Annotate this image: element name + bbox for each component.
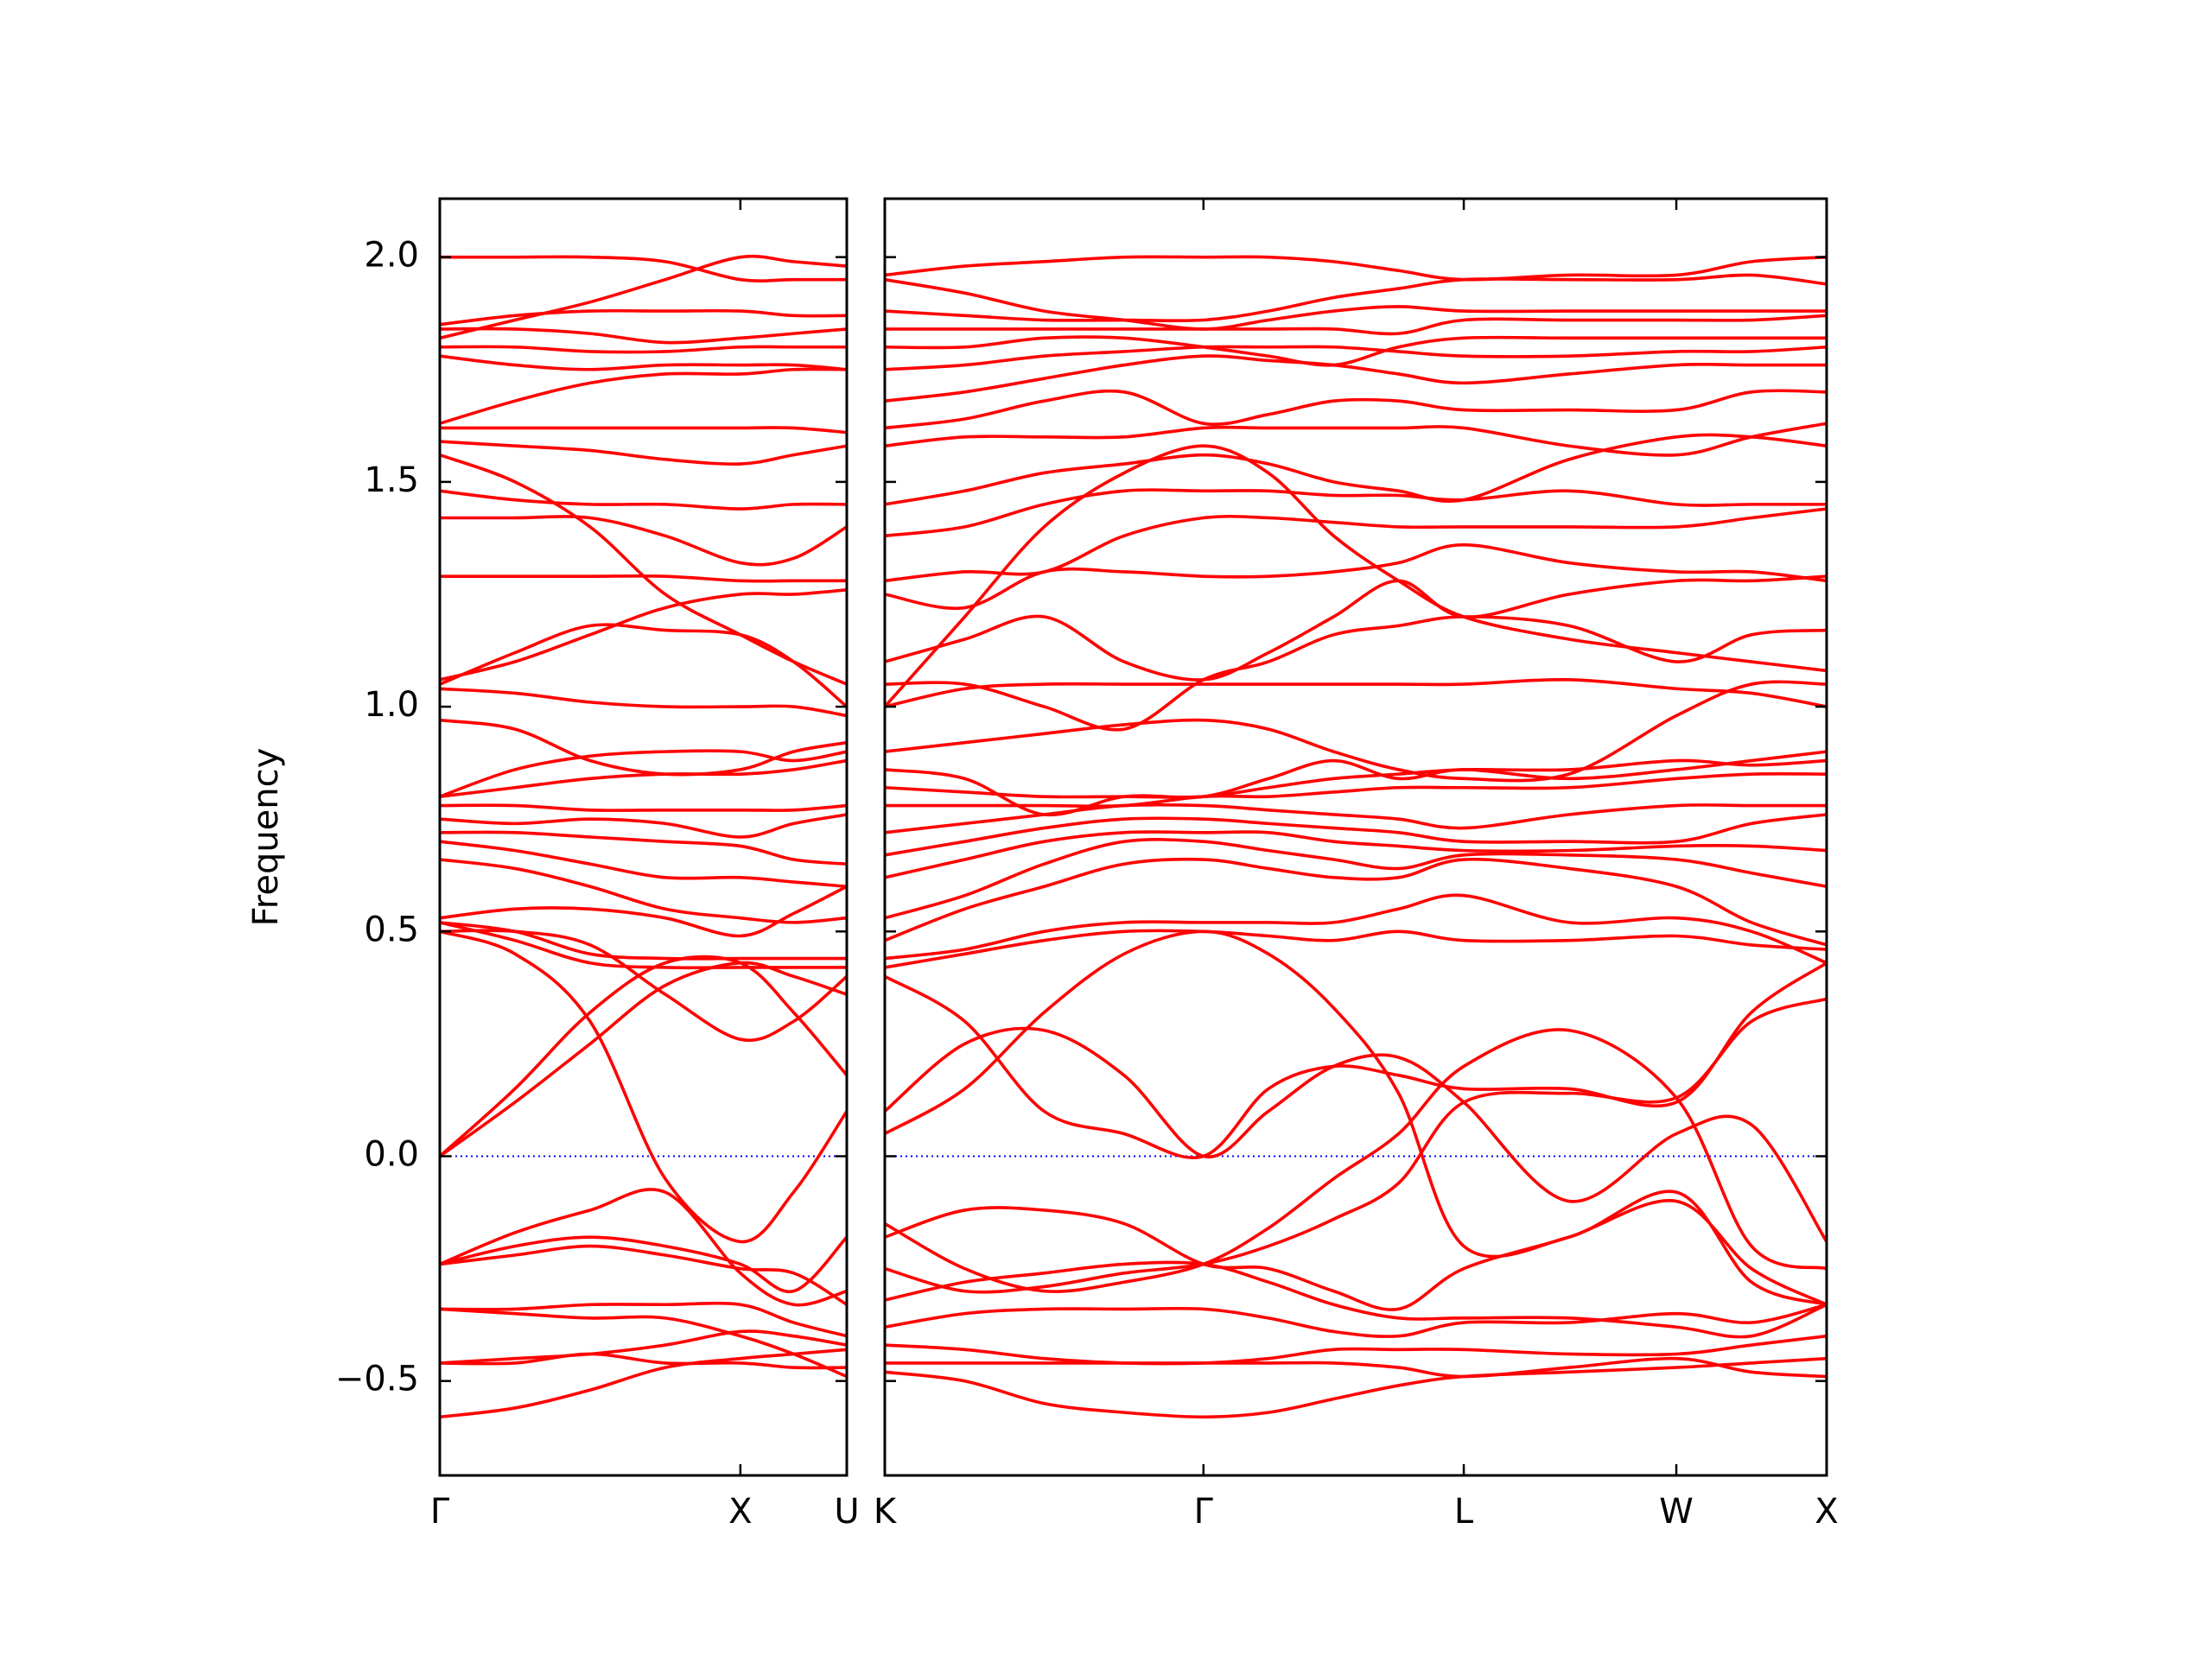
x-tick-label: X — [1815, 1492, 1838, 1532]
band-line — [440, 961, 847, 1158]
band-line — [440, 1352, 847, 1370]
band-line — [885, 1028, 1827, 1293]
band-line — [440, 885, 847, 938]
band-line — [440, 955, 847, 1158]
band-line — [440, 515, 847, 567]
y-tick-label: 0.0 — [364, 1135, 419, 1175]
band-line — [885, 615, 1827, 732]
x-tick-label: X — [728, 1492, 752, 1532]
band-line — [440, 255, 847, 283]
band-line — [440, 758, 847, 798]
band-line — [885, 961, 1827, 1159]
x-tick-label: K — [874, 1492, 898, 1532]
band-line — [440, 1235, 847, 1294]
x-tick-label: Γ — [1194, 1492, 1214, 1532]
band-line — [885, 444, 1827, 708]
band-line — [440, 254, 847, 340]
band-line — [885, 354, 1827, 403]
band-line — [885, 838, 1827, 920]
band-line — [885, 422, 1827, 457]
band-line — [885, 1260, 1827, 1339]
band-line — [440, 345, 847, 354]
y-tick-label: 0.5 — [364, 910, 419, 949]
x-tick-label: L — [1454, 1492, 1474, 1532]
band-line — [885, 750, 1827, 817]
band-line — [440, 1188, 847, 1307]
band-line — [885, 1199, 1827, 1311]
band-line — [440, 803, 847, 812]
band-line — [440, 574, 847, 583]
band-line — [885, 1026, 1827, 1243]
band-line — [440, 921, 847, 970]
band-line — [440, 840, 847, 889]
band-line — [440, 440, 847, 466]
y-tick-label: 1.0 — [364, 685, 419, 725]
band-line — [885, 1334, 1827, 1366]
band-line — [885, 277, 1827, 331]
band-line — [885, 758, 1827, 799]
band-line — [440, 687, 847, 718]
band-line — [885, 1356, 1827, 1379]
band-line — [440, 308, 847, 327]
band-line — [885, 680, 1827, 783]
band-line — [885, 929, 1827, 1306]
band-line — [440, 858, 847, 924]
y-tick-label: 1.5 — [364, 460, 419, 500]
axes-frame — [438, 197, 849, 1477]
band-line — [885, 857, 1827, 947]
band-line — [885, 273, 1827, 323]
band-line — [440, 453, 847, 686]
band-line — [440, 367, 847, 425]
band-line — [885, 997, 1827, 1294]
band-line — [440, 1301, 847, 1338]
band-line — [440, 327, 847, 345]
band-line — [440, 1244, 847, 1306]
band-line — [440, 1329, 847, 1365]
band-line — [440, 489, 847, 511]
y-axis-label: Frequency — [246, 748, 286, 927]
y-tick-label: 2.0 — [364, 236, 419, 276]
band-line — [885, 929, 1827, 969]
band-line — [885, 813, 1827, 857]
band-line — [440, 929, 847, 1244]
band-line — [885, 335, 1827, 367]
band-line — [885, 893, 1827, 965]
band-line — [885, 574, 1827, 682]
band-line — [885, 830, 1827, 879]
band-line — [885, 488, 1827, 538]
band-line — [885, 345, 1827, 371]
band-line — [885, 771, 1827, 809]
band-line — [885, 677, 1827, 708]
band-line — [440, 749, 847, 798]
band-line — [440, 587, 847, 682]
band-line — [885, 507, 1827, 583]
band-line — [440, 426, 847, 435]
band-line — [440, 354, 847, 371]
x-tick-label: W — [1659, 1492, 1694, 1532]
x-tick-label: Γ — [430, 1492, 450, 1532]
axes-frame — [883, 197, 1828, 1477]
band-line — [440, 830, 847, 866]
band-line — [885, 255, 1827, 282]
band-line — [440, 813, 847, 839]
band-line — [885, 1303, 1827, 1338]
band-line — [885, 433, 1827, 506]
x-tick-label: U — [834, 1492, 859, 1532]
band-line — [885, 1356, 1827, 1419]
band-line — [440, 921, 847, 961]
band-line — [440, 718, 847, 777]
band-line — [885, 314, 1827, 336]
band-line — [440, 1307, 847, 1379]
band-line — [885, 389, 1827, 430]
y-tick-label: −0.5 — [335, 1360, 419, 1399]
